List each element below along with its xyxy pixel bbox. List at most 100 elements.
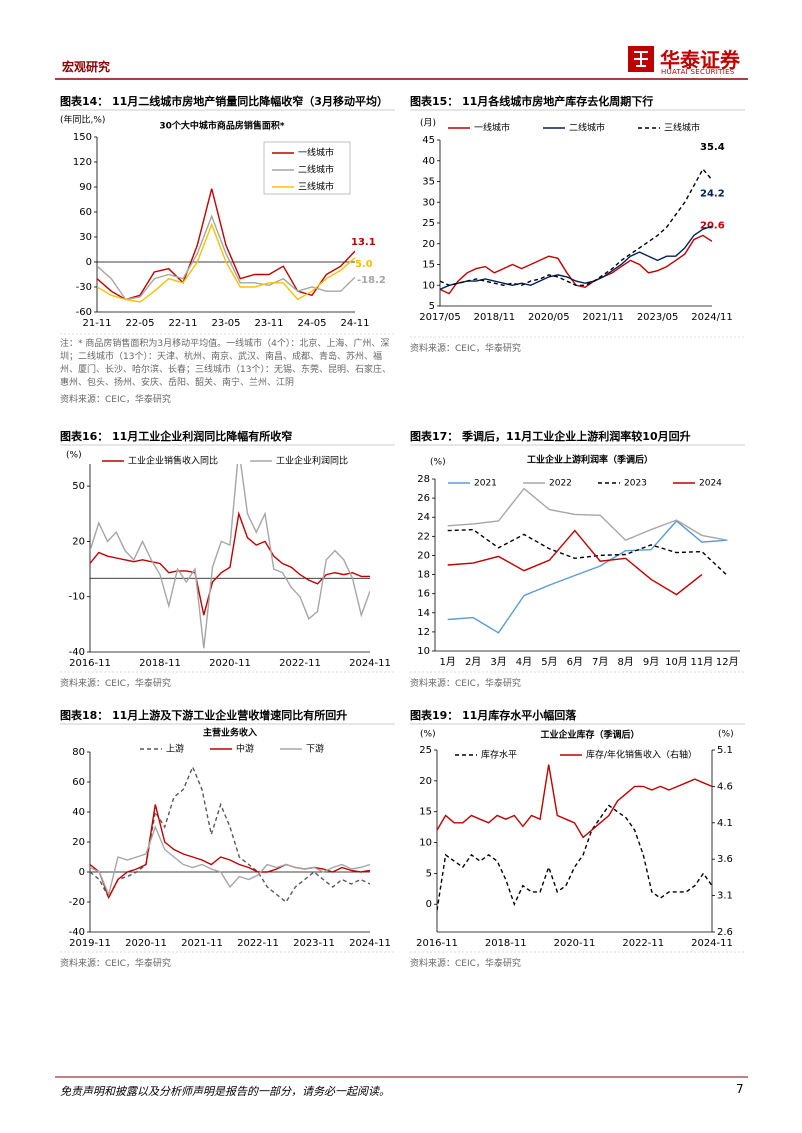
x-tick-label: 11月 bbox=[691, 656, 714, 668]
x-tick-label: 2018-11 bbox=[139, 658, 181, 669]
y-tick-label: -60 bbox=[76, 307, 92, 318]
legend-label: 2021 bbox=[474, 479, 497, 489]
figure-source: 资料来源：CEIC，华泰研究 bbox=[410, 679, 521, 689]
x-tick-label: 23-05 bbox=[211, 318, 240, 329]
value-label: -18.2 bbox=[357, 275, 386, 286]
y2-tick-label: 3.1 bbox=[717, 891, 733, 902]
legend-label: 2022 bbox=[549, 479, 572, 489]
legend-label: 工业企业销售收入同比 bbox=[128, 455, 218, 467]
value-label: 13.1 bbox=[351, 237, 376, 248]
x-tick-label: 2022-11 bbox=[237, 938, 279, 949]
legend-label: 上游 bbox=[166, 743, 184, 755]
chart-subtitle: 工业企业上游利润率（季调后） bbox=[527, 454, 653, 466]
y-tick-label: -40 bbox=[69, 647, 85, 658]
figure-label: 图表17： bbox=[410, 430, 459, 443]
y-tick-label: 15 bbox=[422, 260, 435, 271]
series-line bbox=[90, 825, 370, 897]
y-tick-label: 0 bbox=[426, 899, 432, 910]
legend-label: 2024 bbox=[699, 479, 722, 489]
series-line bbox=[447, 487, 728, 542]
page-number: 7 bbox=[736, 1082, 744, 1096]
brand: 华泰证券 bbox=[660, 48, 740, 72]
x-tick-label: 23-11 bbox=[254, 318, 283, 329]
x-tick-label: 2016-11 bbox=[416, 938, 458, 949]
y-tick-label: 24 bbox=[417, 512, 430, 523]
y-tick-label: 10 bbox=[422, 280, 435, 291]
y-tick-label: 0 bbox=[86, 257, 92, 268]
y-axis-label: (%) bbox=[430, 458, 446, 468]
x-tick-label: 2020-11 bbox=[209, 658, 251, 669]
y-tick-label: 14 bbox=[417, 608, 430, 619]
legend-label: 二线城市 bbox=[298, 164, 334, 176]
x-tick-label: 22-05 bbox=[125, 318, 154, 329]
figure-source: 资料来源：CEIC，华泰研究 bbox=[60, 395, 171, 405]
x-tick-label: 2021-11 bbox=[181, 938, 223, 949]
x-tick-label: 2018/11 bbox=[474, 312, 516, 323]
logo-glyph bbox=[634, 51, 648, 67]
y2-tick-label: 4.6 bbox=[717, 781, 733, 792]
series-line bbox=[447, 529, 703, 596]
y-tick-label: 120 bbox=[73, 157, 92, 168]
y-tick-label: 22 bbox=[417, 531, 430, 542]
section-name: 宏观研究 bbox=[62, 60, 111, 74]
figure-title: 11月各线城市房地产库存去化周期下行 bbox=[462, 95, 654, 108]
y-tick-label: 20 bbox=[72, 536, 85, 547]
y-tick-label: 20 bbox=[419, 776, 432, 787]
y-tick-label: 16 bbox=[417, 589, 430, 600]
y-tick-label: 40 bbox=[72, 807, 85, 818]
x-tick-label: 2020-11 bbox=[125, 938, 167, 949]
legend-label: 三线城市 bbox=[298, 181, 334, 193]
y-tick-label: 40 bbox=[422, 156, 435, 167]
y-tick-label: 5 bbox=[426, 868, 432, 879]
figure-title: 11月上游及下游工业企业营收增速同比有所回升 bbox=[112, 709, 348, 722]
y-tick-label: 10 bbox=[419, 838, 432, 849]
y-axis-label: (年同比,%) bbox=[60, 114, 105, 126]
figure-label: 图表14： bbox=[60, 95, 109, 108]
y-tick-label: 30 bbox=[79, 232, 92, 243]
x-tick-label: 4月 bbox=[516, 656, 532, 668]
y2-tick-label: 4.1 bbox=[717, 818, 733, 829]
y-tick-label: 10 bbox=[417, 646, 430, 657]
x-tick-label: 2021/11 bbox=[582, 312, 624, 323]
figure-title: 11月库存水平小幅回落 bbox=[462, 709, 577, 722]
y-tick-label: 20 bbox=[422, 239, 435, 250]
value-label: 35.4 bbox=[700, 142, 725, 153]
y-tick-label: 12 bbox=[417, 627, 430, 638]
x-tick-label: 1月 bbox=[440, 656, 456, 668]
y-axis-label: (%) bbox=[66, 451, 82, 461]
value-label: 24.2 bbox=[700, 188, 725, 199]
x-tick-label: 2017/05 bbox=[419, 312, 461, 323]
y-tick-label: -20 bbox=[69, 897, 85, 908]
x-tick-label: 2022-11 bbox=[622, 938, 664, 949]
figure-label: 图表18： bbox=[60, 709, 109, 722]
x-tick-label: 2月 bbox=[465, 656, 481, 668]
y-tick-label: 0 bbox=[79, 867, 85, 878]
y-tick-label: 25 bbox=[422, 218, 435, 229]
y2-tick-label: 2.6 bbox=[717, 927, 733, 938]
x-tick-label: 2024-11 bbox=[349, 658, 391, 669]
x-tick-label: 3月 bbox=[490, 656, 506, 668]
figure-source: 资料来源：CEIC，华泰研究 bbox=[410, 959, 521, 969]
series-line bbox=[90, 804, 370, 900]
x-tick-label: 2024-11 bbox=[349, 938, 391, 949]
y-tick-label: 5 bbox=[429, 301, 435, 312]
y-tick-label: 20 bbox=[417, 550, 430, 561]
figure-title: 11月二线城市房地产销量同比降幅收窄（3月移动平均） bbox=[112, 95, 388, 108]
y-tick-label: 20 bbox=[72, 837, 85, 848]
series-line bbox=[437, 764, 712, 839]
x-tick-label: 2022-11 bbox=[279, 658, 321, 669]
x-tick-label: 2024/11 bbox=[691, 312, 733, 323]
series-line bbox=[437, 804, 712, 911]
y-tick-label: 28 bbox=[417, 474, 430, 485]
legend-label: 一线城市 bbox=[474, 122, 510, 134]
y-axis-label: (%) bbox=[420, 730, 436, 740]
x-tick-label: 24-05 bbox=[297, 318, 326, 329]
series-line bbox=[90, 765, 370, 904]
x-tick-label: 2018-11 bbox=[485, 938, 527, 949]
x-tick-label: 5月 bbox=[541, 656, 557, 668]
x-tick-label: 22-11 bbox=[168, 318, 197, 329]
y2-tick-label: 5.1 bbox=[717, 745, 733, 756]
chart-subtitle: 工业企业库存（季调后） bbox=[540, 729, 639, 741]
